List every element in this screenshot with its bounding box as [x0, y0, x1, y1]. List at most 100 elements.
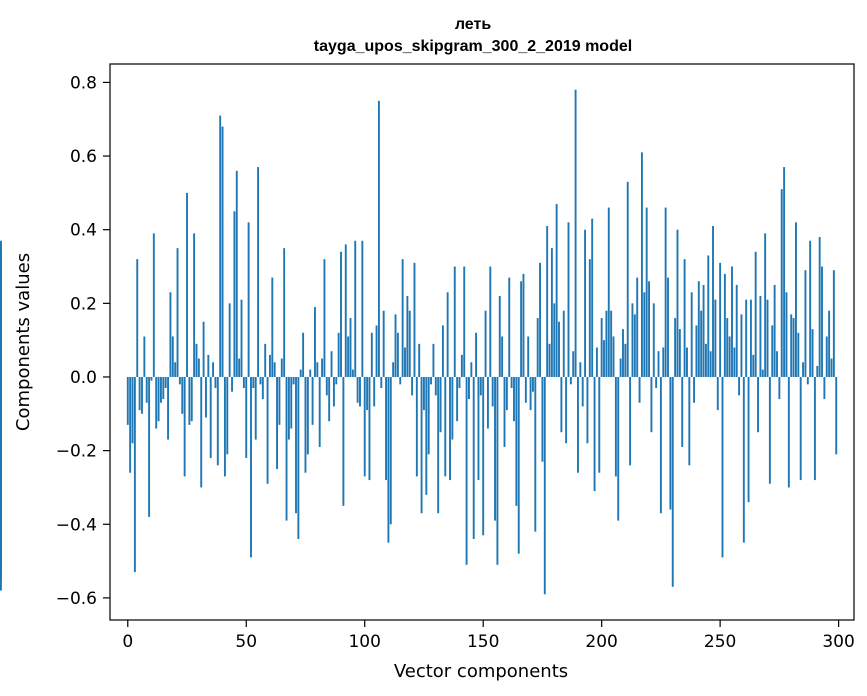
bar-component-251: [721, 376, 724, 558]
bar-component-13: [157, 376, 160, 422]
bar-component-243: [702, 284, 705, 377]
bar-component-101: [366, 376, 369, 411]
bar-component-67: [285, 376, 288, 521]
bar-component-235: [683, 259, 686, 377]
bar-component-86: [330, 351, 333, 377]
bar-component-8: [145, 376, 148, 403]
bar-component-153: [489, 266, 492, 377]
bar-component-1: [129, 376, 132, 473]
bar-component-17: [167, 376, 169, 440]
bar-component-58: [264, 343, 267, 377]
bar-component-30: [197, 358, 200, 377]
bar-component-282: [795, 222, 797, 377]
bar-component-46: [235, 170, 238, 377]
bar-component-231: [674, 318, 677, 377]
bar-component-250: [719, 262, 722, 377]
y-tick-label-5: 0.4: [70, 221, 97, 241]
bar-component-254: [728, 336, 731, 377]
bar-component-65: [280, 358, 283, 377]
bar-component-283: [797, 332, 800, 377]
bar-component-176: [543, 376, 546, 595]
bar-component-14: [159, 376, 162, 403]
bar-component-174: [539, 262, 541, 377]
bar-component-184: [562, 310, 565, 377]
bar-component-102: [368, 376, 371, 481]
bar-component-135: [446, 292, 449, 377]
bar-component-4: [136, 259, 139, 377]
bar-component-258: [738, 376, 741, 396]
bar-component-25: [186, 192, 188, 377]
bar-component-297: [830, 358, 833, 377]
bar-component-146: [472, 376, 475, 539]
bar-component-218: [643, 292, 646, 377]
bar-component-132: [439, 376, 442, 433]
bar-component-175: [541, 376, 544, 462]
bar-component-130: [434, 376, 437, 396]
bar-component-240: [695, 325, 698, 377]
bar-component-88: [335, 376, 338, 385]
bar-component-150: [482, 376, 485, 536]
bar-component-246: [709, 351, 712, 377]
bar-component-188: [572, 351, 575, 377]
bar-component-26: [188, 376, 191, 425]
bar-component-44: [231, 376, 233, 392]
bar-component-288: [809, 240, 812, 377]
bar-component-161: [508, 277, 511, 377]
x-tick-label-200: 200: [585, 632, 617, 652]
bar-component-122: [415, 376, 418, 477]
bar-component-209: [622, 329, 624, 377]
bar-component-37: [214, 376, 217, 389]
bar-component-41: [223, 376, 226, 477]
bar-component-50: [245, 376, 248, 458]
bar-component-298: [832, 270, 835, 377]
bar-component-61: [271, 277, 274, 377]
bar-component-252: [723, 273, 726, 377]
bar-component-296: [828, 310, 831, 377]
y-axis-label: Components values: [13, 253, 34, 431]
bar-component-232: [676, 229, 679, 377]
bar-component-228: [667, 277, 669, 377]
bar-component-208: [619, 358, 622, 377]
bar-component-151: [484, 310, 487, 377]
bar-component-31: [200, 376, 203, 488]
bar-component-108: [382, 310, 385, 377]
bar-component-215: [636, 277, 639, 377]
bar-component-172: [534, 376, 537, 532]
bar-component-201: [603, 340, 605, 377]
bar-component-111: [389, 376, 392, 525]
bar-component-23: [181, 376, 184, 414]
bar-component-287: [806, 376, 809, 385]
bar-component-33: [205, 376, 207, 418]
bar-component-147: [475, 332, 478, 377]
bar-component-138: [453, 266, 456, 377]
bar-component-286: [804, 270, 807, 377]
bar-component-168: [524, 376, 527, 403]
bar-component-64: [278, 376, 281, 425]
bar-component-216: [638, 376, 641, 403]
bar-component-196: [591, 218, 594, 377]
bar-component-255: [731, 266, 733, 377]
bar-component-163: [513, 376, 515, 422]
bar-component-186: [567, 222, 570, 377]
plot-frame: [109, 63, 855, 621]
bar-component-5: [138, 376, 141, 411]
bar-component-237: [688, 376, 691, 466]
bar-component-257: [735, 284, 738, 377]
bar-component-52: [250, 376, 252, 558]
bar-component-267: [759, 295, 762, 377]
bar-component-262: [747, 376, 750, 503]
bar-component-284: [799, 376, 802, 481]
bar-component-226: [662, 347, 665, 377]
bar-component-291: [816, 365, 819, 377]
bar-component-29: [195, 343, 198, 377]
bar-component-115: [399, 376, 402, 385]
bar-component-32: [202, 321, 205, 377]
bar-component-28: [193, 233, 196, 377]
bar-component-38: [216, 376, 219, 466]
bar-component-224: [657, 351, 660, 377]
bar-component-211: [626, 181, 629, 377]
bar-component-87: [332, 376, 335, 407]
bar-component-210: [624, 343, 627, 377]
bar-component-95: [351, 369, 354, 377]
bar-component-139: [456, 376, 459, 422]
